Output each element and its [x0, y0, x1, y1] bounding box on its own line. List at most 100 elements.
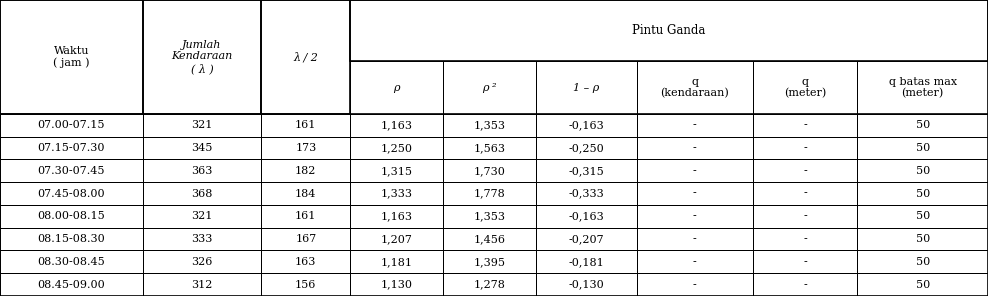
Bar	[636, 137, 753, 159]
Bar	[753, 61, 858, 114]
Text: 08.00-08.15: 08.00-08.15	[38, 211, 105, 221]
Bar	[753, 114, 858, 137]
Bar	[351, 61, 443, 114]
Text: 08.45-09.00: 08.45-09.00	[38, 280, 105, 289]
Bar	[261, 0, 351, 114]
Text: 326: 326	[192, 257, 212, 267]
Text: -: -	[803, 211, 807, 221]
Bar	[142, 273, 261, 296]
Text: q
(kendaraan): q (kendaraan)	[660, 77, 729, 99]
Text: 50: 50	[916, 257, 930, 267]
Text: -: -	[803, 143, 807, 153]
Text: 07.30-07.45: 07.30-07.45	[38, 166, 105, 176]
Text: -: -	[693, 234, 697, 244]
Text: -0,207: -0,207	[568, 234, 604, 244]
Bar	[142, 114, 261, 137]
Bar	[142, 137, 261, 159]
Text: 1,778: 1,778	[473, 189, 505, 199]
Text: -0,163: -0,163	[568, 211, 604, 221]
Bar	[443, 114, 535, 137]
Text: 1,315: 1,315	[380, 166, 413, 176]
Bar	[535, 61, 636, 114]
Text: -: -	[693, 280, 697, 289]
Bar	[142, 159, 261, 182]
Bar	[636, 250, 753, 273]
Bar	[261, 273, 351, 296]
Bar	[443, 61, 535, 114]
Text: 50: 50	[916, 120, 930, 130]
Bar	[535, 182, 636, 205]
Bar	[443, 182, 535, 205]
Text: 321: 321	[192, 120, 212, 130]
Bar	[636, 273, 753, 296]
Text: 1 – ρ: 1 – ρ	[573, 83, 599, 93]
Text: 50: 50	[916, 280, 930, 289]
Text: 07.15-07.30: 07.15-07.30	[38, 143, 105, 153]
Bar	[443, 228, 535, 250]
Text: 08.15-08.30: 08.15-08.30	[38, 234, 105, 244]
Text: -: -	[803, 166, 807, 176]
Bar	[858, 61, 988, 114]
Text: 167: 167	[295, 234, 316, 244]
Text: 1,563: 1,563	[473, 143, 505, 153]
Bar	[0, 114, 142, 137]
Bar	[858, 182, 988, 205]
Bar	[858, 114, 988, 137]
Bar	[753, 182, 858, 205]
Bar	[261, 205, 351, 228]
Bar	[0, 159, 142, 182]
Text: -0,181: -0,181	[568, 257, 604, 267]
Bar	[858, 205, 988, 228]
Bar	[443, 273, 535, 296]
Text: 1,353: 1,353	[473, 211, 505, 221]
Text: λ / 2: λ / 2	[293, 52, 318, 62]
Text: -: -	[693, 166, 697, 176]
Text: Pintu Ganda: Pintu Ganda	[632, 24, 705, 37]
Bar	[636, 182, 753, 205]
Text: ρ ²: ρ ²	[482, 83, 497, 93]
Text: 50: 50	[916, 143, 930, 153]
Bar	[535, 159, 636, 182]
Text: 50: 50	[916, 234, 930, 244]
Bar	[0, 0, 142, 114]
Bar	[443, 137, 535, 159]
Bar	[0, 273, 142, 296]
Bar	[636, 159, 753, 182]
Bar	[261, 228, 351, 250]
Bar	[858, 250, 988, 273]
Text: q
(meter): q (meter)	[784, 77, 826, 99]
Bar	[753, 137, 858, 159]
Text: 1,181: 1,181	[380, 257, 413, 267]
Bar	[753, 159, 858, 182]
Bar	[0, 182, 142, 205]
Text: 1,130: 1,130	[380, 280, 413, 289]
Bar	[858, 228, 988, 250]
Text: 345: 345	[192, 143, 212, 153]
Bar	[142, 0, 261, 114]
Text: -: -	[693, 189, 697, 199]
Text: 173: 173	[295, 143, 316, 153]
Text: 1,163: 1,163	[380, 120, 413, 130]
Bar	[0, 205, 142, 228]
Bar	[636, 228, 753, 250]
Bar	[858, 137, 988, 159]
Bar	[351, 137, 443, 159]
Bar	[535, 273, 636, 296]
Bar	[443, 159, 535, 182]
Bar	[753, 205, 858, 228]
Bar	[535, 250, 636, 273]
Text: 1,333: 1,333	[380, 189, 413, 199]
Text: -: -	[693, 120, 697, 130]
Bar	[535, 205, 636, 228]
Bar	[351, 0, 988, 61]
Text: 161: 161	[295, 211, 316, 221]
Text: 182: 182	[295, 166, 316, 176]
Text: 1,250: 1,250	[380, 143, 413, 153]
Bar	[351, 159, 443, 182]
Text: -: -	[693, 211, 697, 221]
Text: Jumlah
Kendaraan
( λ ): Jumlah Kendaraan ( λ )	[171, 40, 232, 74]
Text: 156: 156	[295, 280, 316, 289]
Bar	[351, 114, 443, 137]
Text: 1,456: 1,456	[473, 234, 505, 244]
Bar	[636, 61, 753, 114]
